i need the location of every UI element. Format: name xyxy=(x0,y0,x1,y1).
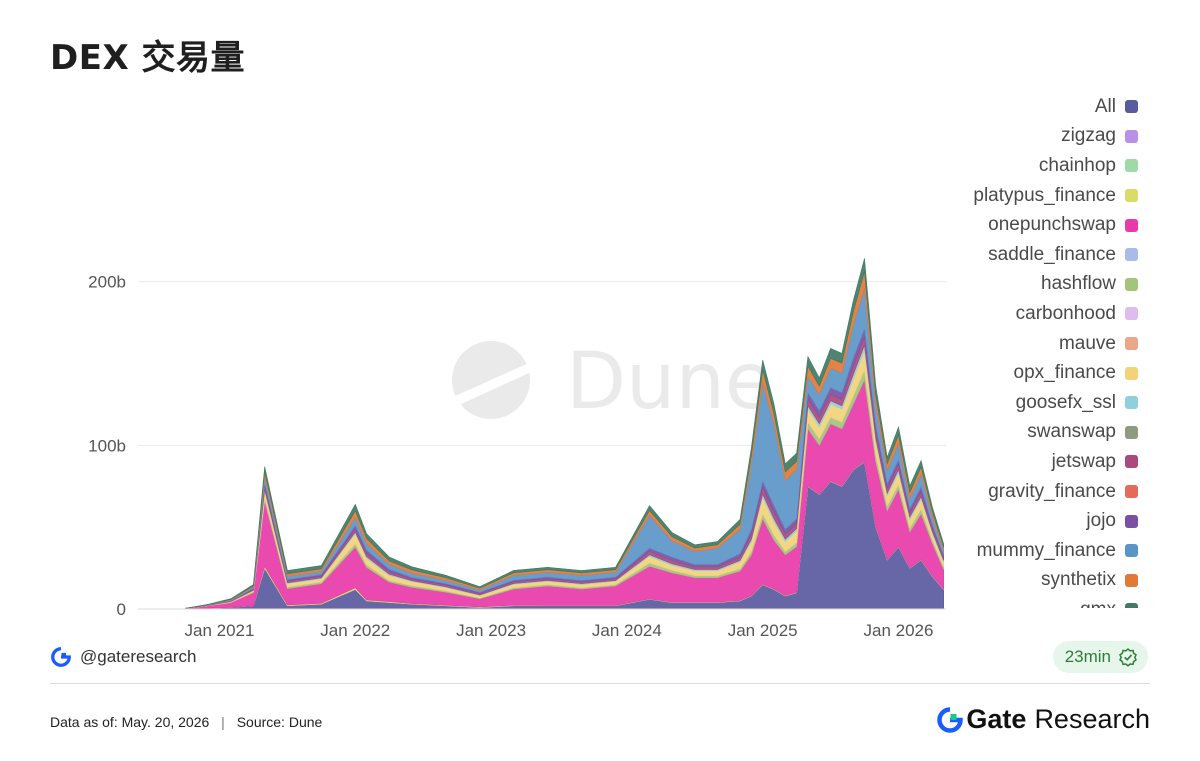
y-tick-label: 200b xyxy=(88,273,126,292)
legend-label: onepunchswap xyxy=(988,214,1116,236)
legend-swatch xyxy=(1125,277,1138,291)
y-tick-label: 0 xyxy=(117,600,126,619)
legend-swatch xyxy=(1125,603,1138,608)
legend-swatch xyxy=(1125,366,1138,380)
legend-label: mauve xyxy=(1058,332,1116,354)
legend-label: platypus_finance xyxy=(973,184,1116,206)
x-tick-label: Jan 2022 xyxy=(320,621,390,640)
dune-watermark-icon xyxy=(452,341,530,419)
legend-label: All xyxy=(1094,95,1116,117)
legend-label: goosefx_ssl xyxy=(1015,391,1116,413)
legend-item-synthetix[interactable]: synthetix xyxy=(878,566,1138,596)
data-as-of-value: May. 20, 2026 xyxy=(121,714,210,730)
legend-label: carbonhood xyxy=(1015,302,1116,324)
footer-note: Data as of: May. 20, 2026 | Source: Dune xyxy=(50,714,322,730)
legend-item-jojo[interactable]: jojo xyxy=(878,506,1138,536)
legend-label: chainhop xyxy=(1038,154,1116,176)
legend-item-zigzag[interactable]: zigzag xyxy=(878,122,1138,152)
legend-item-platypus-finance[interactable]: platypus_finance xyxy=(878,181,1138,211)
legend-item-jetswap[interactable]: jetswap xyxy=(878,447,1138,477)
legend-swatch xyxy=(1125,573,1138,587)
footer-divider xyxy=(50,683,1150,684)
legend-label: mummy_finance xyxy=(976,539,1116,561)
legend-swatch xyxy=(1125,514,1138,528)
legend-label: hashflow xyxy=(1041,273,1116,295)
footer-separator: | xyxy=(221,714,225,730)
legend-swatch xyxy=(1125,307,1138,321)
legend-swatch xyxy=(1125,455,1138,469)
legend-swatch xyxy=(1125,189,1138,203)
stacked-areas xyxy=(138,258,946,610)
legend-swatch xyxy=(1125,129,1138,143)
brand-word-gate: Gate xyxy=(966,704,1027,734)
author-handle[interactable]: @gateresearch xyxy=(50,646,197,668)
gate-research-logo: Gate Research xyxy=(937,704,1150,735)
legend-item-gravity-finance[interactable]: gravity_finance xyxy=(878,477,1138,507)
x-tick-label: Jan 2026 xyxy=(863,621,933,640)
y-tick-label: 100b xyxy=(88,436,126,455)
gate-logo-icon xyxy=(937,706,964,733)
brand-word-research: Research xyxy=(1034,704,1150,734)
legend-label: gravity_finance xyxy=(988,480,1116,502)
legend-label: swanswap xyxy=(1027,421,1116,443)
legend-item-mauve[interactable]: mauve xyxy=(878,329,1138,359)
legend-swatch xyxy=(1125,218,1138,232)
data-as-of-label: Data as of: xyxy=(50,714,118,730)
x-tick-label: Jan 2024 xyxy=(592,621,662,640)
legend-item-opx-finance[interactable]: opx_finance xyxy=(878,358,1138,388)
source-label: Source: xyxy=(236,714,285,730)
refresh-time-badge[interactable]: 23min xyxy=(1052,641,1148,673)
x-tick-label: Jan 2023 xyxy=(456,621,526,640)
dune-watermark: Dune xyxy=(452,337,773,427)
area-gmx xyxy=(185,258,944,609)
legend-swatch xyxy=(1125,425,1138,439)
legend-label: opx_finance xyxy=(1013,362,1116,384)
legend-item-saddle-finance[interactable]: saddle_finance xyxy=(878,240,1138,270)
legend-swatch xyxy=(1125,100,1138,114)
y-axis-ticks: 0 100b 200b xyxy=(88,273,126,619)
legend-swatch xyxy=(1125,544,1138,558)
legend-item-swanswap[interactable]: swanswap xyxy=(878,418,1138,448)
legend-label: jojo xyxy=(1086,510,1116,532)
legend-item-mummy-finance[interactable]: mummy_finance xyxy=(878,536,1138,566)
legend-swatch xyxy=(1125,485,1138,499)
legend-item-onepunchswap[interactable]: onepunchswap xyxy=(878,210,1138,240)
x-tick-label: Jan 2025 xyxy=(728,621,798,640)
legend-item-All[interactable]: All xyxy=(878,92,1138,122)
legend-item-chainhop[interactable]: chainhop xyxy=(878,151,1138,181)
legend-label: synthetix xyxy=(1041,569,1116,591)
x-axis-ticks: Jan 2021 Jan 2022 Jan 2023 Jan 2024 Jan 2025… xyxy=(185,621,934,640)
verified-check-icon xyxy=(1119,648,1137,667)
legend-swatch xyxy=(1125,248,1138,262)
x-tick-label: Jan 2021 xyxy=(185,621,255,640)
gate-g-icon xyxy=(51,647,71,667)
legend-label: jetswap xyxy=(1051,450,1116,472)
legend-swatch xyxy=(1125,396,1138,410)
source-value: Dune xyxy=(288,714,323,730)
legend-item-goosefx-ssl[interactable]: goosefx_ssl xyxy=(878,388,1138,418)
legend-item-hashflow[interactable]: hashflow xyxy=(878,270,1138,300)
legend-label: gmx xyxy=(1080,599,1116,608)
legend-item-gmx[interactable]: gmx xyxy=(878,595,1138,608)
author-handle-text: @gateresearch xyxy=(80,647,197,666)
legend-swatch xyxy=(1125,159,1138,173)
legend-label: saddle_finance xyxy=(988,243,1116,265)
legend-swatch xyxy=(1125,337,1138,351)
legend-item-carbonhood[interactable]: carbonhood xyxy=(878,299,1138,329)
dune-watermark-text: Dune xyxy=(566,337,773,427)
legend-label: zigzag xyxy=(1061,125,1116,147)
refresh-time-text: 23min xyxy=(1064,647,1111,666)
page-title: DEX 交易量 xyxy=(50,38,245,78)
dune-watermark-icon-cut xyxy=(455,362,531,406)
